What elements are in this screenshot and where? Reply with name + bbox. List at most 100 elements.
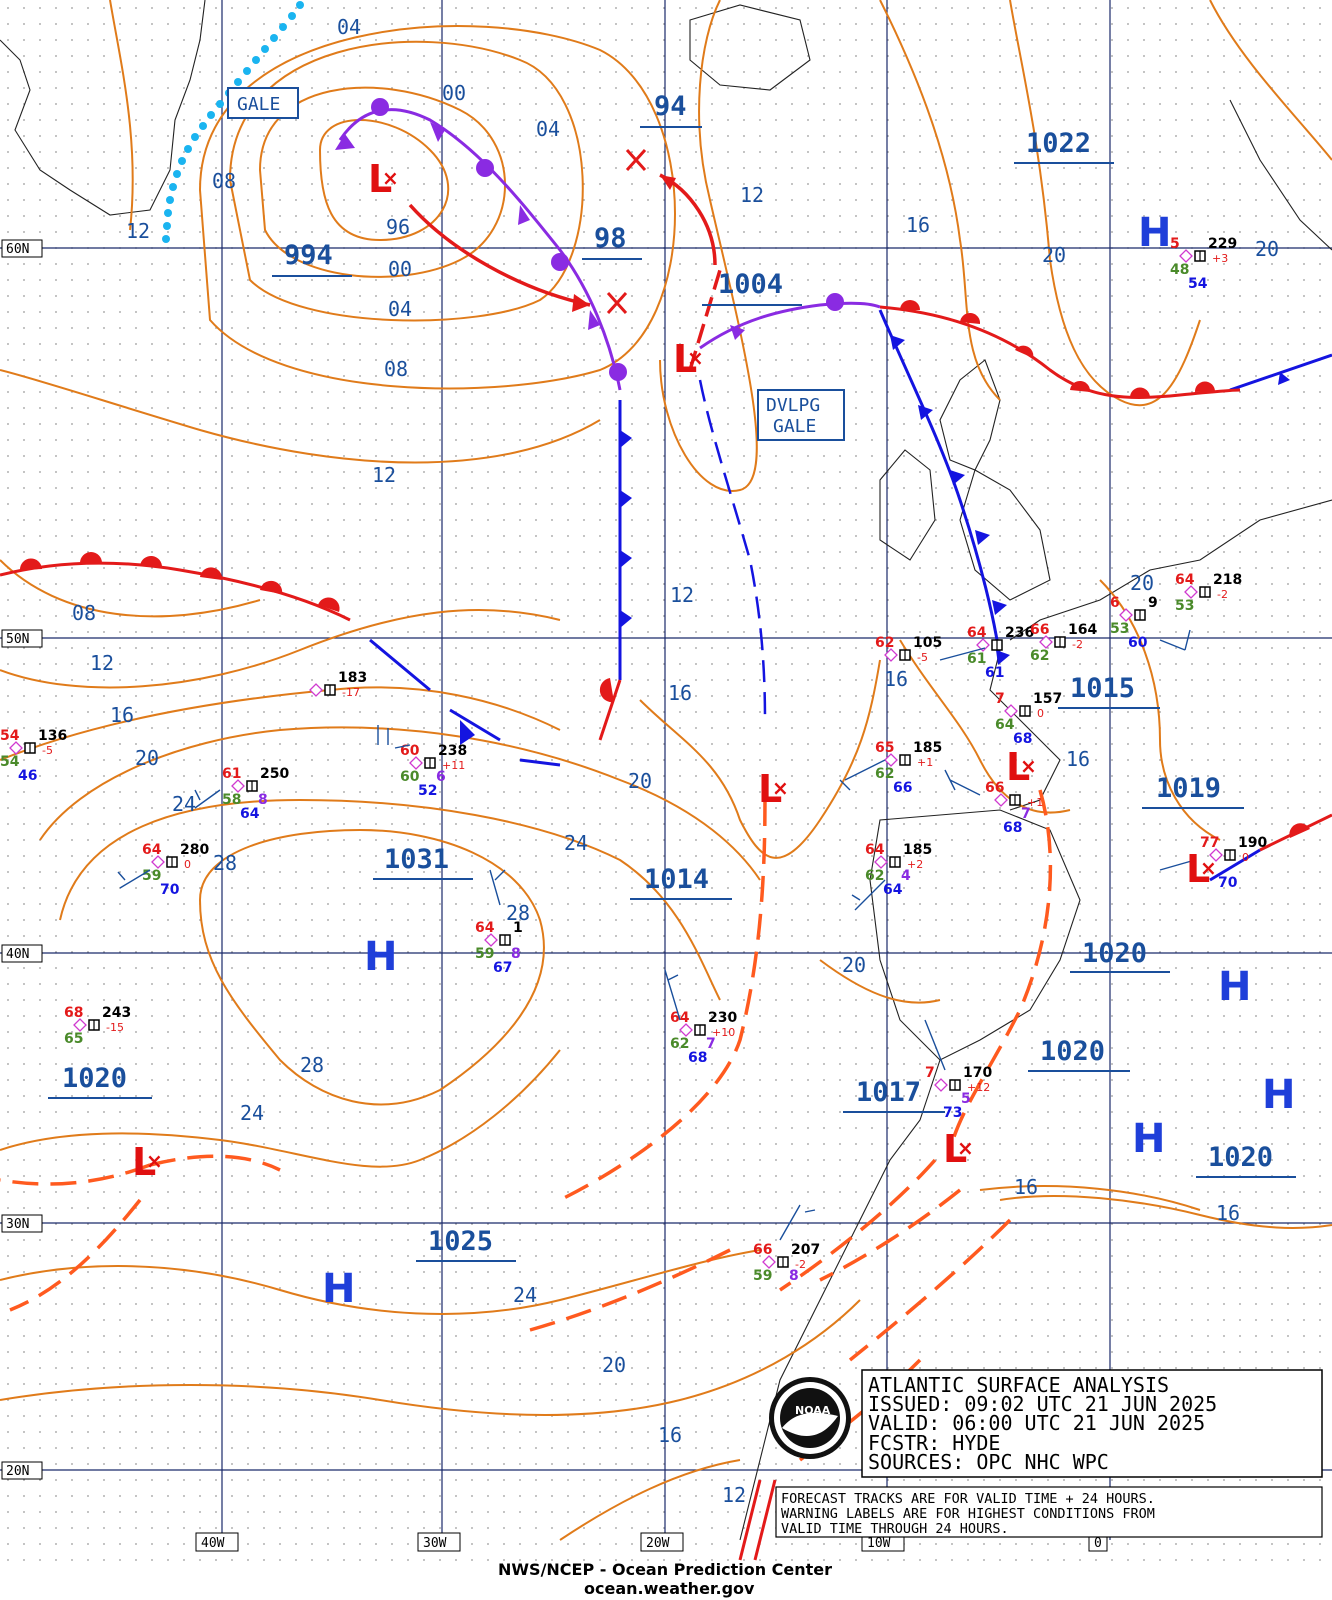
svg-text:×: × xyxy=(146,1149,163,1173)
station-weather xyxy=(484,933,498,947)
station-temp: 64 xyxy=(967,625,987,641)
credit: NWS/NCEP - Ocean Prediction Center ocean… xyxy=(498,1560,832,1598)
high-symbol: H xyxy=(1218,964,1251,1010)
isobar-label: 28 xyxy=(213,851,237,875)
lat-label: 40N xyxy=(6,947,29,962)
station-pressure: 218 xyxy=(1213,572,1242,588)
station-weather xyxy=(231,779,245,793)
isobar-label: 12 xyxy=(670,583,694,607)
station-sst: 68 xyxy=(688,1050,707,1066)
station-pressure: 185 xyxy=(903,842,932,858)
lat-label: 20N xyxy=(6,1464,29,1479)
center-label: 1022 xyxy=(1026,128,1091,159)
station-pressure: 280 xyxy=(180,842,209,858)
station-vis: 7 xyxy=(706,1036,716,1052)
warm-front-mid xyxy=(598,679,622,741)
station-tendency: +1 xyxy=(917,756,933,769)
station-dewpoint: 65 xyxy=(64,1031,83,1047)
station-tendency: +3 xyxy=(1212,252,1228,265)
issued-line: ISSUED: 09:02 UTC 21 JUN 2025 xyxy=(868,1392,1217,1416)
lon-label: 40W xyxy=(201,1536,225,1551)
note-line: VALID TIME THROUGH 24 HOURS. xyxy=(781,1521,1009,1537)
station-tendency: -2 xyxy=(1072,638,1083,651)
low-symbol: L× xyxy=(673,337,704,381)
station-sst: 70 xyxy=(1218,875,1238,891)
troughs xyxy=(698,379,767,721)
station-tendency: -2 xyxy=(795,1258,806,1271)
svg-text:L: L xyxy=(1006,745,1030,789)
isobar-label: 28 xyxy=(300,1053,324,1077)
center-label: 994 xyxy=(284,240,333,271)
station-sst: 60 xyxy=(1128,635,1148,651)
isobar-1016-se xyxy=(979,1185,1201,1211)
isobar-1008-west xyxy=(0,559,261,618)
gale-label: GALE xyxy=(237,94,280,115)
station-dewpoint: 58 xyxy=(222,792,241,808)
center-label: 1019 xyxy=(1156,773,1221,804)
track-1004-dash xyxy=(688,269,722,371)
station-pressure: 170 xyxy=(963,1065,992,1081)
cold-front-uk xyxy=(878,309,1002,661)
isobar-label: 96 xyxy=(386,215,410,239)
warm-fronts xyxy=(0,300,1332,852)
station-temp: 66 xyxy=(1030,622,1049,638)
low-symbol: L× xyxy=(1186,847,1217,891)
greenland-coast xyxy=(0,0,206,216)
station-weather xyxy=(1039,635,1053,649)
station-temp: 5 xyxy=(1170,236,1180,252)
isobar-1028 xyxy=(198,828,545,1106)
station-dewpoint: 53 xyxy=(1110,621,1129,637)
station-dewpoint: 62 xyxy=(865,868,884,884)
low-pressure-symbols: L× L× L× L× L× L× L× xyxy=(132,157,1217,1184)
isobar-1012-south xyxy=(559,1459,741,1541)
isobar-1004 xyxy=(228,40,584,322)
credit-url: ocean.weather.gov xyxy=(584,1579,755,1598)
isobar-label: 16 xyxy=(668,681,692,705)
svg-text:×: × xyxy=(772,776,789,800)
isobar-label: 12 xyxy=(722,1483,746,1507)
station-temp: 7 xyxy=(995,691,1005,707)
station-tendency: -15 xyxy=(106,1021,124,1034)
center-label: 1004 xyxy=(718,269,783,300)
isobar-1016-north xyxy=(879,0,1001,401)
station-weather xyxy=(679,1023,693,1037)
svg-text:L: L xyxy=(1186,847,1210,891)
scotland-coast xyxy=(939,359,1001,471)
station-sst: 52 xyxy=(418,783,437,799)
station-pressure: 238 xyxy=(438,743,467,759)
track-994 xyxy=(408,203,591,307)
station-weather xyxy=(309,683,323,697)
station-sst: 73 xyxy=(943,1105,962,1121)
gale-warning: GALE xyxy=(227,87,299,119)
isobar-label: 08 xyxy=(72,601,96,625)
isobar-label: 04 xyxy=(388,297,412,321)
svg-text:L: L xyxy=(943,1127,967,1171)
station-weather xyxy=(151,855,165,869)
station-tendency: 0 xyxy=(1242,851,1249,864)
station-weather xyxy=(1179,249,1193,263)
title-box: ATLANTIC SURFACE ANALYSIS ISSUED: 09:02 … xyxy=(861,1369,1323,1478)
lon-label: 0 xyxy=(1094,1536,1102,1551)
isobar-1024 xyxy=(59,798,721,1001)
lat-label: 60N xyxy=(6,242,29,257)
station-tendency: -2 xyxy=(1217,588,1228,601)
isobar-label: 16 xyxy=(1216,1201,1240,1225)
gale-label: GALE xyxy=(773,416,816,437)
isobar-labels: 04 00 04 08 12 96 00 04 08 12 12 16 20 2… xyxy=(72,15,1279,1507)
isobar-label: 20 xyxy=(1042,243,1066,267)
station-plot: 190 77 70 0 xyxy=(1200,835,1267,891)
norway-coast xyxy=(1229,99,1332,251)
isobar-1014-trough xyxy=(639,659,881,859)
valid-line: VALID: 06:00 UTC 21 JUN 2025 xyxy=(868,1411,1205,1435)
station-sst: 66 xyxy=(893,780,912,796)
center-label: 1017 xyxy=(856,1077,921,1108)
isobar-label: 16 xyxy=(884,667,908,691)
sources-line: SOURCES: OPC NHC WPC xyxy=(868,1450,1109,1474)
station-weather xyxy=(762,1255,776,1269)
isobar-1012-west xyxy=(0,609,561,689)
station-tendency: +2 xyxy=(907,858,923,871)
